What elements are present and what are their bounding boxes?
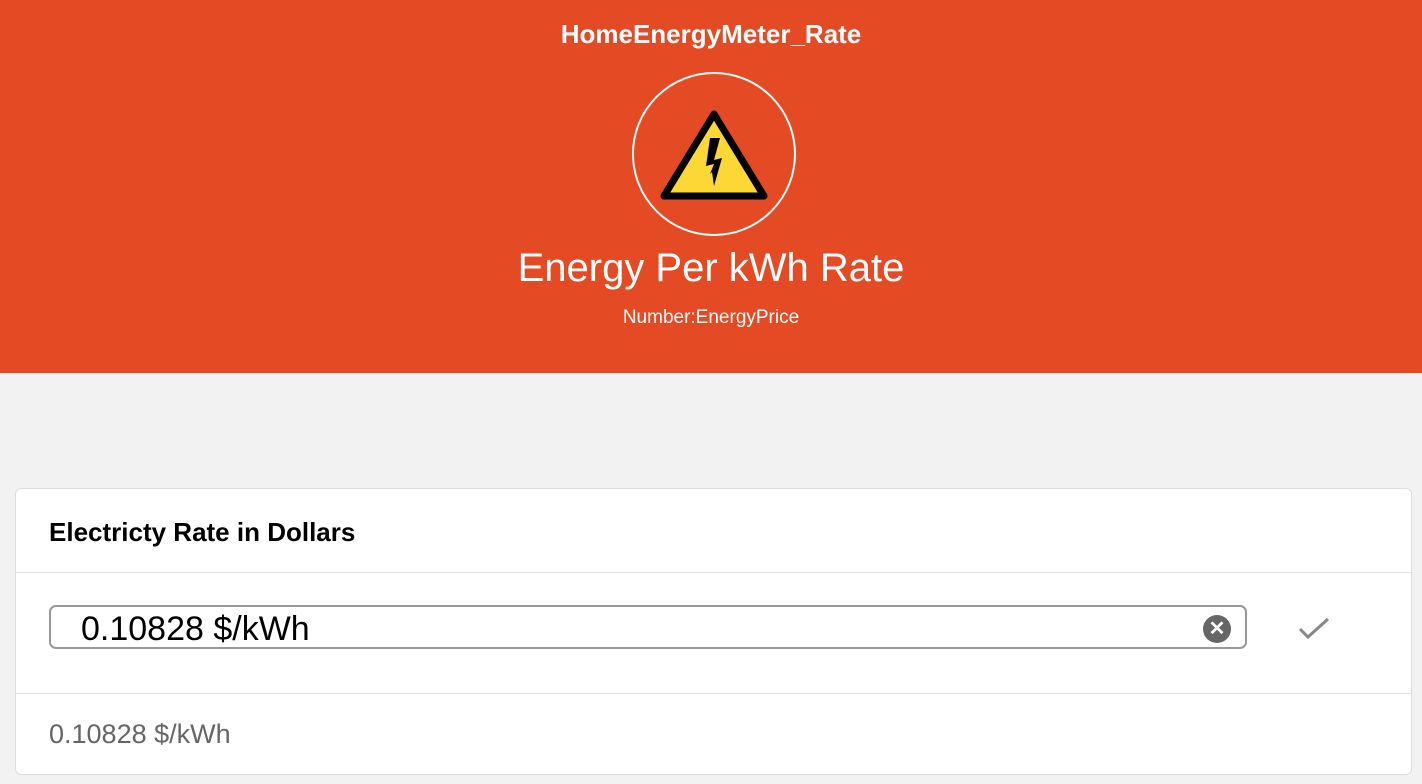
rate-card: Electricty Rate in Dollars 0.10828 $/kWh… [15, 488, 1412, 775]
clear-icon[interactable]: ✕ [1203, 615, 1231, 643]
rate-input-value[interactable]: 0.10828 $/kWh [81, 610, 310, 648]
item-label: Energy Per kWh Rate [517, 246, 905, 290]
item-type: Number:EnergyPrice [622, 307, 800, 328]
card-title: Electricty Rate in Dollars [49, 517, 356, 547]
divider [16, 693, 1411, 694]
current-value: 0.10828 $/kWh [49, 719, 231, 749]
high-voltage-warning-icon [660, 110, 768, 200]
header: HomeEnergyMeter_Rate Energy Per kWh Rate… [0, 0, 1422, 373]
rate-input[interactable]: 0.10828 $/kWh ✕ [49, 605, 1247, 649]
page-title: HomeEnergyMeter_Rate [560, 19, 862, 49]
divider [16, 572, 1411, 573]
item-icon [632, 72, 796, 236]
check-icon[interactable] [1298, 617, 1330, 641]
